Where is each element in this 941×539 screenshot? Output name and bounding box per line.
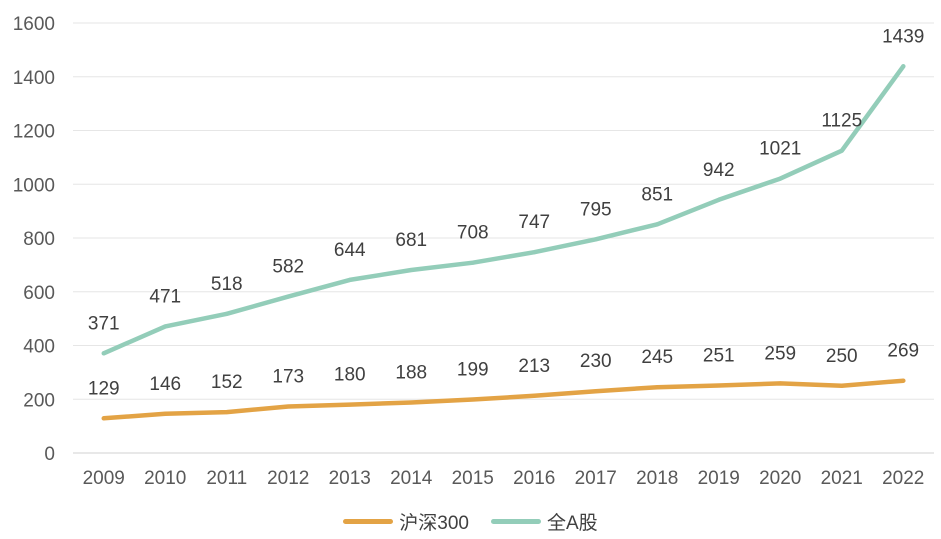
data-point <box>347 402 352 407</box>
data-label: 250 <box>826 346 858 367</box>
data-label: 129 <box>88 378 120 399</box>
legend-swatch-hs300 <box>343 518 394 524</box>
data-point <box>224 410 229 415</box>
y-tick-label: 0 <box>44 444 55 465</box>
legend-item-hs300[interactable]: 沪深300 <box>343 508 469 535</box>
data-label: 230 <box>580 351 612 372</box>
data-point <box>901 378 906 383</box>
data-label: 942 <box>703 160 735 181</box>
x-axis: 2009 2010 2011 2012 2013 2014 2015 2016 2017 2018… <box>83 468 925 489</box>
data-label: 681 <box>395 230 427 251</box>
series-lines <box>101 64 906 421</box>
data-point <box>839 383 844 388</box>
data-point <box>409 400 414 405</box>
y-tick-label: 1400 <box>13 68 55 89</box>
legend: 沪深300 全A股 <box>0 506 941 536</box>
data-label: 199 <box>457 360 489 381</box>
data-point <box>655 385 660 390</box>
data-point <box>716 383 721 388</box>
data-point <box>778 176 783 181</box>
data-point <box>224 311 229 316</box>
data-label: 644 <box>334 240 366 261</box>
x-tick-label: 2012 <box>267 468 309 489</box>
y-tick-label: 400 <box>23 337 55 358</box>
data-label: 582 <box>272 257 304 278</box>
data-point <box>839 148 844 153</box>
y-tick-label: 1000 <box>13 175 55 196</box>
data-label: 371 <box>88 313 120 334</box>
data-label: 251 <box>703 346 735 367</box>
x-tick-label: 2011 <box>206 468 247 489</box>
data-label: 708 <box>457 223 489 244</box>
data-point <box>901 64 906 69</box>
x-tick-label: 2010 <box>144 468 186 489</box>
x-tick-label: 2017 <box>575 468 617 489</box>
y-tick-label: 200 <box>23 390 55 411</box>
data-label: 245 <box>641 347 673 368</box>
data-point <box>778 381 783 386</box>
data-label: 152 <box>211 372 243 393</box>
x-tick-label: 2013 <box>329 468 371 489</box>
data-point <box>532 393 537 398</box>
data-label: 1439 <box>882 26 924 47</box>
data-point <box>101 416 106 421</box>
data-label: 180 <box>334 365 366 386</box>
series-line-0 <box>101 378 906 421</box>
data-label: 259 <box>764 343 796 364</box>
x-tick-label: 2022 <box>882 468 924 489</box>
data-label: 795 <box>580 199 612 220</box>
data-label: 851 <box>641 184 673 205</box>
data-point <box>409 267 414 272</box>
data-label: 173 <box>272 367 304 388</box>
data-point <box>163 411 168 416</box>
legend-label-hs300: 沪深300 <box>399 512 469 534</box>
x-tick-label: 2015 <box>452 468 494 489</box>
y-tick-label: 1200 <box>13 122 55 143</box>
data-point <box>286 404 291 409</box>
legend-item-all-a-shares[interactable]: 全A股 <box>491 508 598 535</box>
data-point <box>532 250 537 255</box>
data-point <box>593 389 598 394</box>
data-point <box>286 294 291 299</box>
data-point <box>470 260 475 265</box>
gridlines <box>73 22 934 454</box>
data-point <box>593 237 598 242</box>
legend-swatch-all-a-shares <box>491 518 541 524</box>
data-point <box>470 397 475 402</box>
data-label: 747 <box>518 212 550 233</box>
data-point <box>163 324 168 329</box>
data-label: 518 <box>211 274 243 295</box>
data-point <box>655 222 660 227</box>
x-tick-label: 2019 <box>698 468 740 489</box>
data-point <box>716 197 721 202</box>
legend-label-all-a-shares: 全A股 <box>547 512 598 534</box>
data-label: 188 <box>395 362 427 383</box>
x-tick-label: 2009 <box>83 468 125 489</box>
data-label: 146 <box>149 374 181 395</box>
data-label: 1021 <box>759 139 801 160</box>
x-tick-label: 2018 <box>636 468 678 489</box>
y-axis: 0 200 400 600 800 1000 1200 1400 1600 <box>13 14 55 465</box>
data-label: 1125 <box>821 111 862 132</box>
data-point <box>347 277 352 282</box>
y-tick-label: 1600 <box>13 14 55 35</box>
data-labels: 129 146 152 173 180 188 199 213 230 245 251 259 250 2… <box>88 26 924 399</box>
x-tick-label: 2020 <box>759 468 801 489</box>
y-tick-label: 600 <box>23 283 55 304</box>
data-point <box>101 351 106 356</box>
series-line-1 <box>101 64 906 356</box>
data-label: 471 <box>149 286 181 307</box>
x-tick-label: 2016 <box>513 468 555 489</box>
x-tick-label: 2021 <box>821 468 863 489</box>
data-label: 269 <box>887 341 919 362</box>
data-label: 213 <box>518 356 550 377</box>
y-tick-label: 800 <box>23 229 55 250</box>
x-tick-label: 2014 <box>390 468 433 489</box>
